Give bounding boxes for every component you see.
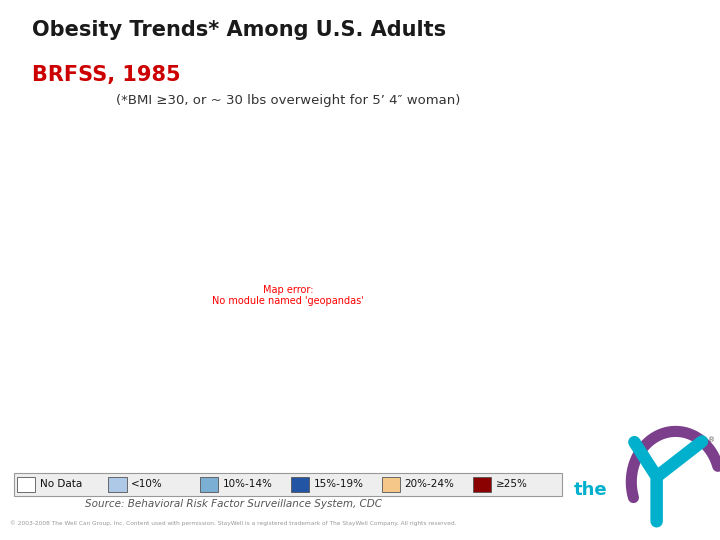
FancyBboxPatch shape xyxy=(14,473,562,496)
Text: ®: ® xyxy=(708,438,715,444)
Text: 20%-24%: 20%-24% xyxy=(405,480,454,489)
Text: BRFSS, 1985: BRFSS, 1985 xyxy=(32,65,181,85)
Text: © 2003-2008 The Well Can Group, Inc. Content used with permission. StayWell is a: © 2003-2008 The Well Can Group, Inc. Con… xyxy=(10,520,456,526)
Text: 10%-14%: 10%-14% xyxy=(222,480,272,489)
Polygon shape xyxy=(626,0,720,90)
Text: Obesity Trends* Among U.S. Adults: Obesity Trends* Among U.S. Adults xyxy=(32,20,446,40)
Bar xyxy=(473,477,491,491)
Bar xyxy=(17,477,35,491)
Text: Source: Behavioral Risk Factor Surveillance System, CDC: Source: Behavioral Risk Factor Surveilla… xyxy=(85,499,382,509)
Text: the: the xyxy=(573,481,607,500)
Text: ≥25%: ≥25% xyxy=(496,480,528,489)
Bar xyxy=(382,477,400,491)
Bar xyxy=(199,477,217,491)
Text: 15%-19%: 15%-19% xyxy=(313,480,364,489)
Bar xyxy=(108,477,127,491)
Text: Map error:
No module named 'geopandas': Map error: No module named 'geopandas' xyxy=(212,285,364,307)
Text: (*BMI ≥30, or ~ 30 lbs overweight for 5’ 4″ woman): (*BMI ≥30, or ~ 30 lbs overweight for 5’… xyxy=(116,94,460,107)
Text: No Data: No Data xyxy=(40,480,82,489)
Text: <10%: <10% xyxy=(131,480,163,489)
Bar xyxy=(291,477,309,491)
